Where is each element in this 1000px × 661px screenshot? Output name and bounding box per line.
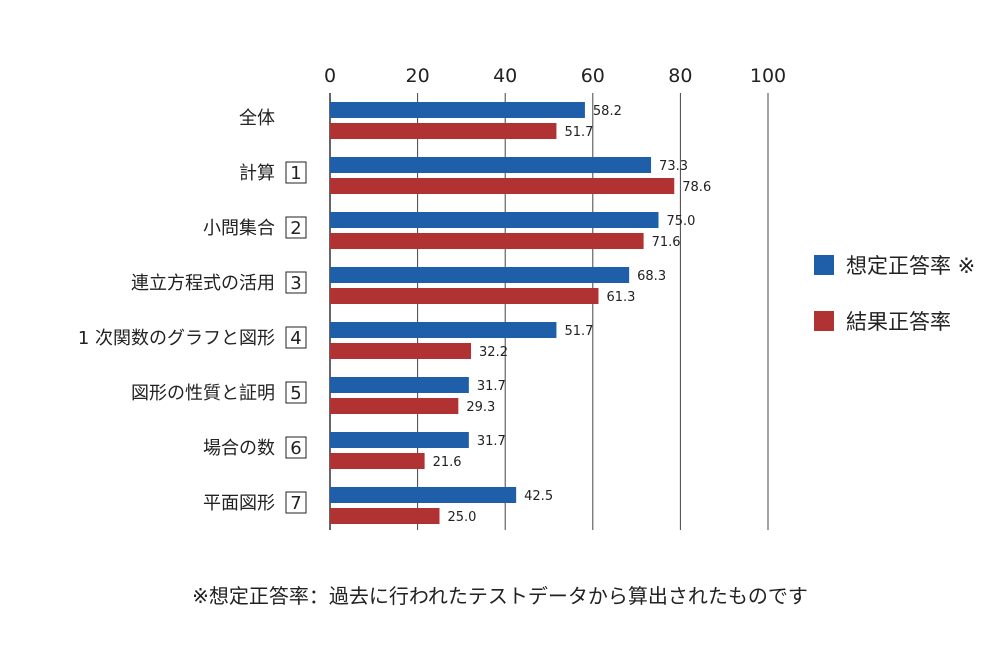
bar-expected bbox=[330, 487, 517, 503]
bar-expected bbox=[330, 267, 630, 283]
bar-value-label: 51.7 bbox=[564, 324, 593, 339]
category-number: 1 bbox=[290, 163, 301, 184]
bar-value-label: 73.3 bbox=[659, 159, 688, 174]
footnote: ※想定正答率：過去に行われたテストデータから算出されたものです bbox=[192, 584, 808, 608]
category-label: 1 次関数のグラフと図形 bbox=[78, 328, 275, 349]
category-number: 7 bbox=[290, 493, 301, 514]
x-tick-label: 0 bbox=[324, 65, 336, 87]
category-number-box bbox=[285, 436, 307, 459]
category-label: 全体 bbox=[239, 108, 275, 129]
bar-value-label: 78.6 bbox=[682, 180, 711, 195]
category-number-box bbox=[285, 216, 307, 239]
legend-swatch bbox=[814, 255, 834, 275]
bar-result bbox=[330, 123, 557, 139]
bar-value-label: 61.3 bbox=[606, 290, 635, 305]
bar-expected bbox=[330, 157, 652, 173]
category-label: 連立方程式の活用 bbox=[131, 273, 275, 294]
bar-result bbox=[330, 343, 472, 359]
x-tick-label: 80 bbox=[668, 65, 692, 87]
bar-value-label: 21.6 bbox=[433, 455, 462, 470]
x-tick-label: 40 bbox=[493, 65, 517, 87]
x-axis-ticks: 0 20 40 60 80 100 bbox=[324, 65, 786, 87]
x-tick-label: 20 bbox=[406, 65, 430, 87]
bar-expected bbox=[330, 377, 469, 393]
legend-label: 想定正答率 ※ bbox=[846, 254, 975, 278]
bar-value-label: 51.7 bbox=[564, 125, 593, 140]
bar-value-label: 31.7 bbox=[477, 434, 506, 449]
category-number-box bbox=[285, 271, 307, 294]
legend-label: 結果正答率 bbox=[846, 310, 951, 334]
bar-value-label: 68.3 bbox=[637, 269, 666, 284]
bar-expected bbox=[330, 212, 659, 228]
category-number: 3 bbox=[290, 273, 301, 294]
legend: 想定正答率 ※ 結果正答率 bbox=[814, 254, 975, 334]
category-label: 平面図形 bbox=[203, 493, 275, 514]
bar-expected bbox=[330, 102, 585, 118]
bar-value-label: 75.0 bbox=[667, 214, 696, 229]
bar-result bbox=[330, 398, 459, 414]
category-number-box bbox=[285, 381, 307, 404]
bar-result bbox=[330, 178, 675, 194]
category-label: 図形の性質と証明 bbox=[131, 383, 275, 404]
bar-expected bbox=[330, 322, 557, 338]
category-number: 6 bbox=[290, 438, 301, 459]
bar-value-label: 58.2 bbox=[593, 104, 622, 119]
category-number-box bbox=[285, 161, 307, 184]
category-number: 5 bbox=[290, 383, 301, 404]
bar-value-label: 71.6 bbox=[652, 235, 681, 250]
bar-result bbox=[330, 453, 425, 469]
bar-result bbox=[330, 233, 644, 249]
category-number-box bbox=[285, 326, 307, 349]
bar-value-label: 25.0 bbox=[448, 510, 477, 525]
bar-expected bbox=[330, 432, 469, 448]
bar-value-label: 29.3 bbox=[466, 400, 495, 415]
category-number-box bbox=[285, 491, 307, 514]
bar-result bbox=[330, 508, 440, 524]
bar-result bbox=[330, 288, 599, 304]
category-label: 場合の数 bbox=[203, 438, 275, 459]
bar-value-label: 42.5 bbox=[524, 489, 553, 504]
category-label: 計算 bbox=[239, 163, 275, 184]
category-label: 小問集合 bbox=[203, 218, 275, 239]
bars: 58.251.773.378.675.071.668.361.351.732.2… bbox=[330, 102, 711, 525]
legend-swatch bbox=[814, 311, 834, 331]
category-number: 4 bbox=[290, 328, 301, 349]
bar-value-label: 31.7 bbox=[477, 379, 506, 394]
x-tick-label: 60 bbox=[581, 65, 605, 87]
category-number: 2 bbox=[290, 218, 301, 239]
x-tick-label: 100 bbox=[750, 65, 786, 87]
bar-value-label: 32.2 bbox=[479, 345, 508, 360]
